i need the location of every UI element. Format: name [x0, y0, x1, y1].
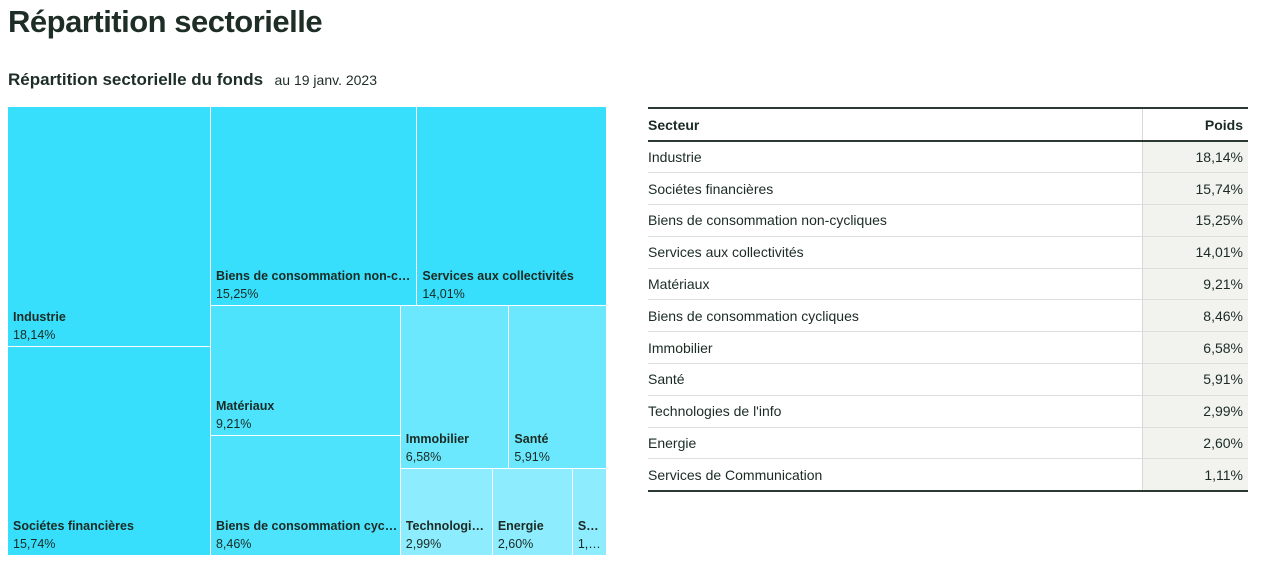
- tile-value: 18,14%: [13, 328, 56, 343]
- tile-value: 8,46%: [215, 536, 252, 551]
- tile-value: 14,01%: [422, 286, 465, 301]
- tile-value: 2,99%: [405, 536, 442, 551]
- sector-cell: Energie: [648, 435, 697, 452]
- tile-text: Sociétes financières 15,74%: [13, 517, 208, 553]
- treemap-tile[interactable]: Technologies de l'info 2,99%: [400, 468, 493, 556]
- sector-cell: Immobilier: [648, 339, 713, 356]
- table-row: Biens de consommation non-cycliques 15,25…: [648, 204, 1248, 237]
- weight-cell: 6,58%: [1142, 331, 1248, 364]
- table-row: Energie 2,60%: [648, 427, 1248, 459]
- table-row: Technologies de l'info 2,99%: [648, 395, 1248, 428]
- tile-label: Biens de consommation cycliques: [215, 518, 398, 533]
- treemap-tile[interactable]: Biens de consommation cycliques 8,46%: [210, 436, 401, 556]
- sector-cell: Biens de consommation cycliques: [648, 307, 859, 324]
- weight-cell: 2,60%: [1142, 427, 1248, 459]
- treemap-tile[interactable]: Services aux collectivités 14,01%: [417, 107, 607, 306]
- tile-text: Matériaux 9,21%: [216, 397, 398, 433]
- table-row: Santé 5,91%: [648, 363, 1248, 396]
- tile-text: Biens de consommation non-cycliques 15,25…: [216, 267, 414, 303]
- tile-value: 5,91%: [514, 449, 550, 464]
- treemap-tile[interactable]: Services de Communication 1,11%: [572, 468, 607, 556]
- table-body: Industrie 18,14% Sociétes financières 15,74…: [648, 141, 1248, 491]
- tile-value: 15,74%: [13, 536, 56, 551]
- tile-text: Energie 2,60%: [498, 517, 570, 553]
- tile-value: 2,60%: [497, 536, 534, 551]
- sector-cell: Matériaux: [648, 276, 710, 293]
- sector-cell: Industrie: [648, 149, 702, 166]
- tile-text: Biens de consommation cycliques 8,46%: [216, 517, 398, 553]
- tile-value: 9,21%: [215, 417, 252, 432]
- tile-label: Immobilier: [405, 431, 470, 446]
- tile-label: Services de Communication: [577, 518, 604, 533]
- tile-label: Industrie: [13, 310, 66, 325]
- tile-value: 15,25%: [215, 286, 259, 301]
- column-header-sector: Secteur: [648, 116, 700, 133]
- section-title: Répartition sectorielle du fonds: [8, 70, 264, 89]
- tile-value: 6,58%: [405, 449, 442, 464]
- sector-cell: Biens de consommation non-cycliques: [648, 212, 887, 229]
- table-row: Sociétes financières 15,74%: [648, 172, 1248, 205]
- treemap-tile[interactable]: Immobilier 6,58%: [400, 305, 510, 469]
- treemap-tile[interactable]: Biens de consommation non-cycliques 15,25…: [210, 107, 418, 306]
- column-header-weight: Poids: [1142, 108, 1248, 141]
- sector-cell: Services de Communication: [648, 466, 823, 483]
- tile-value: 1,11%: [577, 536, 604, 551]
- weight-cell: 18,14%: [1142, 141, 1248, 173]
- sector-cell: Sociétes financières: [648, 180, 774, 197]
- sector-cell: Santé: [648, 371, 685, 388]
- table-row: Industrie 18,14%: [648, 141, 1248, 173]
- tile-label: Santé: [514, 431, 549, 446]
- sector-cell: Technologies de l'info: [648, 403, 782, 420]
- tile-label: Energie: [497, 518, 544, 533]
- weight-cell: 8,46%: [1142, 299, 1248, 332]
- tile-label: Matériaux: [215, 399, 275, 414]
- treemap-tile[interactable]: Sociétes financières 15,74%: [8, 347, 211, 556]
- weight-cell: 15,25%: [1142, 204, 1248, 237]
- treemap-tile[interactable]: Santé 5,91%: [509, 305, 607, 469]
- weight-cell: 2,99%: [1142, 395, 1248, 428]
- tile-text: Services aux collectivités 14,01%: [422, 267, 604, 303]
- tile-label: Biens de consommation non-cycliques: [215, 268, 414, 283]
- table-row: Immobilier 6,58%: [648, 331, 1248, 364]
- treemap-tile[interactable]: Energie 2,60%: [492, 468, 573, 556]
- treemap-tile[interactable]: Matériaux 9,21%: [210, 305, 401, 437]
- tile-label: Services aux collectivités: [422, 268, 574, 283]
- tile-text: Immobilier 6,58%: [406, 430, 507, 466]
- table-header-row: Secteur Poids: [648, 108, 1248, 141]
- sector-table: Secteur Poids Industrie 18,14% Sociétes fi…: [648, 107, 1248, 492]
- page-title: Répartition sectorielle: [8, 4, 323, 39]
- tile-text: Santé 5,91%: [514, 430, 604, 466]
- table-row: Services aux collectivités 14,01%: [648, 236, 1248, 269]
- weight-cell: 9,21%: [1142, 268, 1248, 300]
- weight-cell: 5,91%: [1142, 363, 1248, 396]
- section-header: Répartition sectorielle du fonds au 19 j…: [8, 70, 377, 90]
- tile-label: Sociétes financières: [13, 518, 134, 533]
- tile-text: Services de Communication 1,11%: [578, 517, 604, 553]
- weight-cell: 1,11%: [1142, 458, 1248, 491]
- tile-text: Industrie 18,14%: [13, 308, 208, 344]
- weight-cell: 14,01%: [1142, 236, 1248, 269]
- table-row: Matériaux 9,21%: [648, 268, 1248, 300]
- tile-text: Technologies de l'info 2,99%: [406, 517, 490, 553]
- weight-cell: 15,74%: [1142, 172, 1248, 205]
- tile-label: Technologies de l'info: [405, 518, 490, 533]
- treemap-tile[interactable]: Industrie 18,14%: [8, 107, 211, 348]
- sector-treemap: Industrie 18,14% Sociétes financières 15,74…: [8, 107, 607, 556]
- as-of-date: au 19 janv. 2023: [274, 72, 378, 88]
- sector-cell: Services aux collectivités: [648, 244, 804, 261]
- table-row: Services de Communication 1,11%: [648, 458, 1248, 491]
- table-row: Biens de consommation cycliques 8,46%: [648, 299, 1248, 332]
